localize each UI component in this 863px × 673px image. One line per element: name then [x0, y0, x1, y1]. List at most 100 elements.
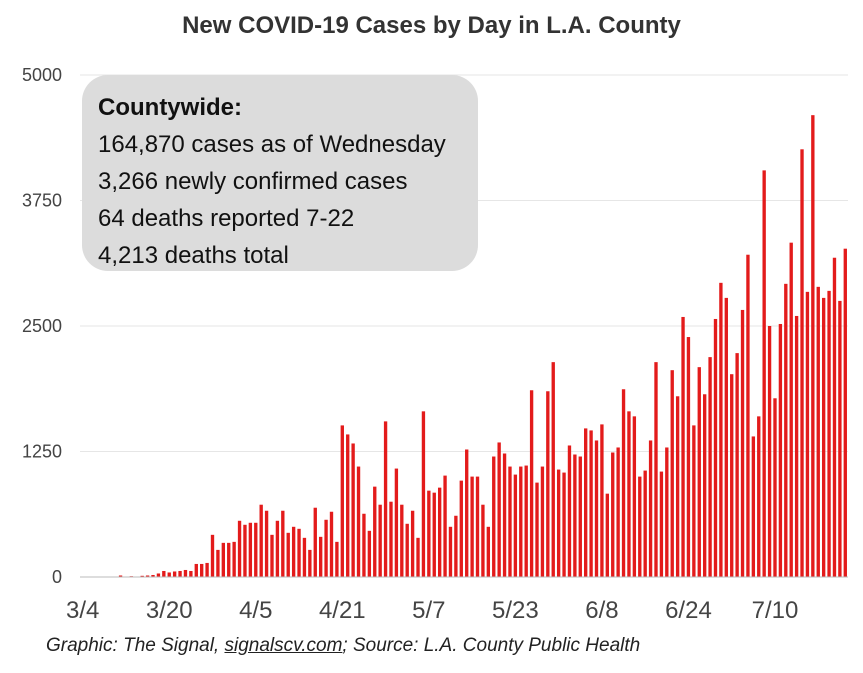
- bar: [665, 447, 669, 577]
- bar: [443, 475, 447, 577]
- bar: [502, 453, 507, 577]
- bar: [578, 456, 582, 577]
- bar: [140, 575, 144, 577]
- bar: [767, 326, 772, 577]
- bar: [556, 469, 561, 577]
- y-tick-label: 1250: [22, 442, 62, 462]
- bar: [535, 482, 539, 577]
- x-tick-label: 5/23: [492, 597, 539, 624]
- bar: [508, 466, 512, 577]
- bar: [703, 394, 707, 577]
- bar: [346, 434, 350, 577]
- bar: [329, 511, 334, 577]
- x-tick-label: 6/8: [585, 597, 618, 624]
- bars: [118, 115, 847, 578]
- x-axis-ticks: 3/4 3/20 4/5 4/21 5/7 5/23 6/8 6/24 7/10: [66, 597, 798, 624]
- bar: [183, 569, 188, 577]
- bar: [616, 447, 620, 577]
- bar: [475, 476, 480, 577]
- bar: [210, 534, 215, 577]
- chart-title: New COVID-19 Cases by Day in L.A. County: [182, 12, 681, 39]
- bar: [686, 337, 691, 577]
- bar: [259, 504, 263, 577]
- bar: [167, 572, 171, 577]
- bar: [605, 493, 609, 577]
- bar: [416, 537, 420, 577]
- bar: [659, 471, 664, 577]
- bar: [573, 454, 577, 577]
- bar: [394, 468, 399, 577]
- bar: [540, 466, 545, 577]
- bar: [291, 526, 296, 577]
- bar: [216, 549, 220, 577]
- bar: [189, 570, 193, 577]
- bar: [794, 315, 799, 577]
- info-line-deaths-total: 4,213 deaths total: [98, 242, 289, 269]
- bar: [383, 421, 388, 577]
- bar: [675, 396, 680, 577]
- bar: [513, 474, 518, 577]
- bar: [421, 411, 426, 577]
- bar: [751, 436, 756, 577]
- bar: [286, 532, 290, 577]
- bar: [621, 389, 626, 577]
- bar: [308, 549, 312, 577]
- footer-suffix: ; Source: L.A. County Public Health: [342, 635, 641, 656]
- bar: [713, 318, 718, 577]
- bar: [551, 362, 555, 577]
- bar: [638, 476, 642, 577]
- bar: [427, 490, 431, 577]
- x-tick-label: 3/20: [146, 597, 193, 624]
- x-tick-label: 5/7: [412, 597, 445, 624]
- footer-link[interactable]: signalscv.com: [224, 635, 343, 656]
- bar: [151, 574, 155, 577]
- bar: [524, 465, 528, 577]
- bar: [448, 526, 453, 577]
- bar: [373, 486, 377, 577]
- bar: [232, 541, 236, 577]
- bar: [724, 297, 728, 577]
- bar: [762, 170, 766, 577]
- bar: [735, 353, 739, 577]
- bar: [459, 480, 463, 577]
- bar: [243, 524, 247, 577]
- bar: [627, 411, 631, 577]
- bar: [821, 297, 826, 577]
- bar: [611, 452, 615, 577]
- x-tick-label: 3/4: [66, 597, 99, 624]
- bar: [746, 254, 750, 577]
- bar: [757, 416, 761, 577]
- bar: [340, 425, 344, 577]
- bar: [486, 526, 491, 577]
- bar: [594, 440, 599, 577]
- x-tick-label: 7/10: [752, 597, 799, 624]
- bar: [378, 504, 382, 577]
- bar: [178, 570, 182, 577]
- bar: [719, 282, 723, 577]
- bar: [800, 149, 804, 578]
- bar: [546, 391, 550, 577]
- bar: [567, 445, 572, 577]
- bar: [254, 522, 258, 577]
- bar: [270, 534, 274, 577]
- bar: [692, 425, 696, 577]
- bar: [454, 515, 458, 577]
- bar: [313, 507, 317, 577]
- bar: [600, 424, 604, 577]
- bar: [389, 501, 393, 577]
- y-tick-label: 5000: [22, 65, 62, 85]
- bar: [832, 257, 837, 577]
- footer-prefix: Graphic: The Signal,: [46, 635, 225, 656]
- bar: [367, 530, 372, 577]
- bar: [118, 575, 123, 577]
- bar: [297, 528, 301, 577]
- bar: [405, 523, 409, 577]
- bar: [437, 487, 442, 577]
- info-box: Countywide: 164,870 cases as of Wednesda…: [82, 75, 478, 271]
- bar: [162, 570, 166, 577]
- bar: [324, 519, 328, 577]
- bar: [589, 430, 593, 577]
- bar: [816, 286, 820, 577]
- bar: [356, 466, 361, 577]
- bar: [648, 440, 653, 577]
